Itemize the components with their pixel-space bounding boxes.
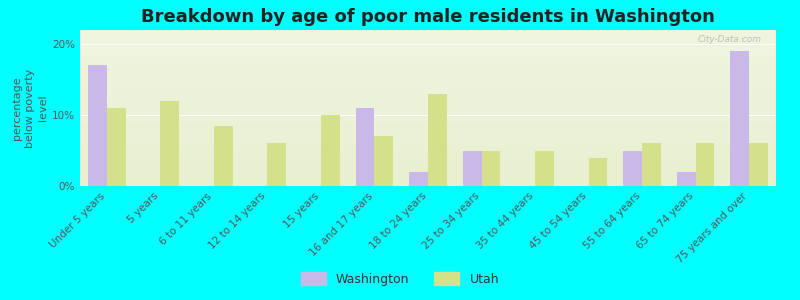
Bar [642, 143, 661, 186]
Bar [356, 108, 374, 186]
Bar [482, 151, 500, 186]
Bar [160, 101, 179, 186]
Bar [623, 151, 642, 186]
Bar [750, 143, 768, 186]
Text: City-Data.com: City-Data.com [698, 35, 762, 44]
Bar [730, 51, 750, 186]
Bar [374, 136, 394, 186]
Bar [428, 94, 446, 186]
Bar [410, 172, 428, 186]
Bar [321, 115, 340, 186]
Bar [267, 143, 286, 186]
Bar [696, 143, 714, 186]
Bar [214, 126, 233, 186]
Bar [677, 172, 696, 186]
Legend: Washington, Utah: Washington, Utah [296, 267, 504, 291]
Title: Breakdown by age of poor male residents in Washington: Breakdown by age of poor male residents … [141, 8, 715, 26]
Y-axis label: percentage
below poverty
level: percentage below poverty level [11, 68, 48, 148]
Bar [88, 65, 106, 186]
Bar [106, 108, 126, 186]
Bar [462, 151, 482, 186]
Bar [535, 151, 554, 186]
Bar [589, 158, 607, 186]
